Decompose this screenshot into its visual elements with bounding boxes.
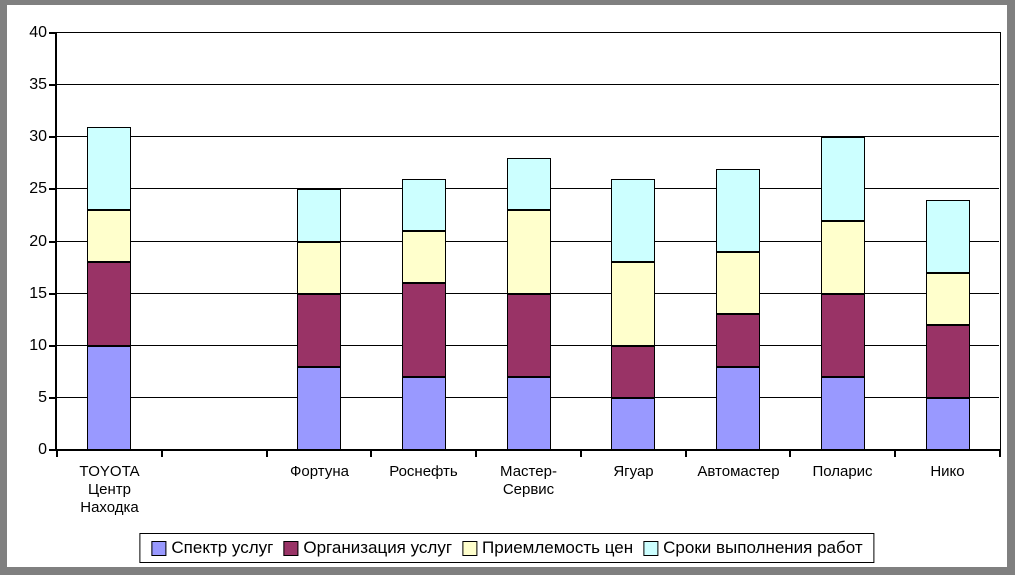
- bar-segment: [821, 377, 865, 450]
- x-axis-tick: [266, 450, 268, 457]
- y-axis-tick: [49, 188, 57, 190]
- legend-swatch-icon: [643, 540, 659, 556]
- legend-item: Сроки выполнения работ: [643, 538, 863, 558]
- y-axis-tick: [49, 449, 57, 451]
- x-axis-tick: [475, 450, 477, 457]
- y-axis-label: 5: [38, 389, 47, 406]
- bar-segment: [716, 367, 760, 450]
- y-axis-tick: [49, 345, 57, 347]
- legend: Спектр услуг Организация услуг Приемлемост…: [139, 533, 875, 563]
- bar-segment: [821, 294, 865, 377]
- bar-segment: [402, 231, 446, 283]
- bar-segment: [611, 262, 655, 346]
- x-axis-label: Фортуна: [290, 463, 349, 480]
- bar-segment: [297, 242, 341, 294]
- bar-segment: [716, 252, 760, 314]
- y-axis-label: 15: [29, 285, 47, 302]
- bar-segment: [821, 221, 865, 294]
- x-axis-tick: [999, 450, 1001, 457]
- legend-label: Сроки выполнения работ: [663, 538, 863, 557]
- bar-segment: [821, 137, 865, 221]
- y-axis-tick: [49, 293, 57, 295]
- x-axis-label: TOYOTA Центр Находка: [79, 463, 140, 516]
- bar-segment: [87, 262, 131, 346]
- y-axis-tick: [49, 84, 57, 86]
- x-axis-tick: [894, 450, 896, 457]
- bar-segment: [402, 377, 446, 450]
- bar-segment: [87, 346, 131, 450]
- x-axis-tick: [56, 450, 58, 457]
- x-axis-label: Автомастер: [697, 463, 780, 480]
- x-axis-label: Поларис: [812, 463, 873, 480]
- bar-segment: [297, 367, 341, 450]
- x-axis-tick: [161, 450, 163, 457]
- y-axis-tick: [49, 136, 57, 138]
- y-axis-tick: [49, 32, 57, 34]
- bar-segment: [926, 200, 970, 273]
- bar-segment: [507, 294, 551, 377]
- legend-item: Организация услуг: [283, 538, 452, 558]
- bar-segment: [87, 127, 131, 210]
- y-axis-label: 10: [29, 337, 47, 354]
- legend-swatch-icon: [283, 540, 299, 556]
- y-axis-label: 35: [29, 76, 47, 93]
- bar-segment: [507, 210, 551, 294]
- y-axis-label: 40: [29, 24, 47, 41]
- y-axis-tick: [49, 241, 57, 243]
- y-axis-tick: [49, 397, 57, 399]
- legend-label: Приемлемость цен: [482, 538, 634, 557]
- bar-segment: [507, 377, 551, 450]
- bar-segment: [926, 273, 970, 325]
- legend-item: Спектр услуг: [151, 538, 273, 558]
- bar-segment: [297, 189, 341, 242]
- bar-segment: [402, 179, 446, 231]
- bar-segment: [926, 398, 970, 450]
- x-axis-tick: [789, 450, 791, 457]
- y-axis-label: 20: [29, 233, 47, 250]
- y-axis-label: 0: [38, 441, 47, 458]
- gridline: [57, 84, 999, 85]
- x-axis-tick: [685, 450, 687, 457]
- y-axis-label: 30: [29, 128, 47, 145]
- legend-swatch-icon: [151, 540, 167, 556]
- x-axis-label: Мастер- Сервис: [500, 463, 557, 498]
- x-axis-tick: [370, 450, 372, 457]
- bar-segment: [926, 325, 970, 398]
- bar-segment: [716, 169, 760, 252]
- x-axis-label: Роснефть: [389, 463, 458, 480]
- y-axis-label: 25: [29, 180, 47, 197]
- x-axis-tick: [580, 450, 582, 457]
- bar-segment: [507, 158, 551, 210]
- legend-label: Спектр услуг: [171, 538, 274, 557]
- bar-segment: [716, 314, 760, 367]
- legend-swatch-icon: [462, 540, 478, 556]
- bar-segment: [611, 346, 655, 398]
- legend-label: Организация услуг: [303, 538, 453, 557]
- legend-item: Приемлемость цен: [462, 538, 633, 558]
- gridline: [57, 136, 999, 137]
- bar-segment: [611, 179, 655, 262]
- bar-segment: [611, 398, 655, 450]
- bar-segment: [402, 283, 446, 377]
- x-axis-label: Нико: [930, 463, 965, 480]
- bar-segment: [297, 294, 341, 367]
- bar-segment: [87, 210, 131, 262]
- x-axis-label: Ягуар: [613, 463, 654, 480]
